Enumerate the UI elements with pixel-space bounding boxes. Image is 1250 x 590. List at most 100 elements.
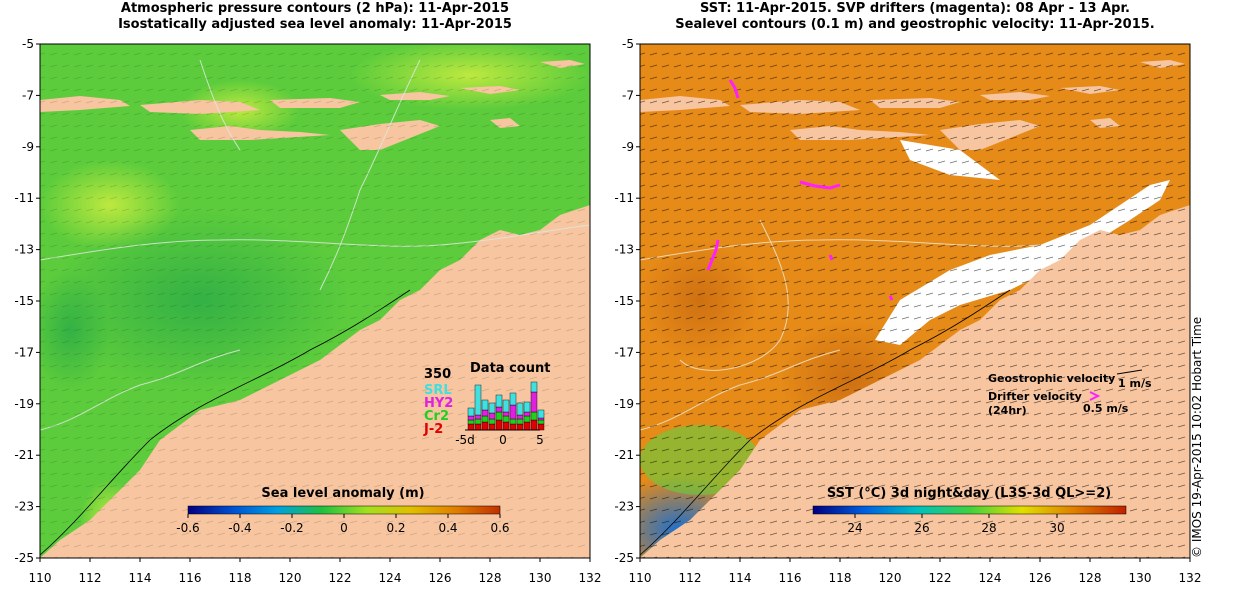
lat-tick-label: -13 <box>614 243 634 257</box>
inset-bar-segment <box>495 419 503 431</box>
right-map <box>640 44 1190 558</box>
inset-bar-segment <box>474 384 482 416</box>
inset-bar-segment <box>516 402 524 416</box>
inset-bar-segment <box>481 421 489 431</box>
svp-drifter-tracks <box>706 79 894 301</box>
drifter-scale-label: 0.5 m/s <box>1083 402 1129 415</box>
left-colorbar-tick-label: 0 <box>340 521 348 535</box>
left-colorbar-tick-label: 0.2 <box>386 521 405 535</box>
lon-tick-label: 116 <box>179 571 202 585</box>
inset-bar-segment <box>488 418 496 425</box>
lat-tick-label: -9 <box>622 140 634 154</box>
inset-bar-segment <box>537 409 545 419</box>
left-map <box>40 44 590 558</box>
inset-bar-segment <box>523 411 531 417</box>
inset-bar-segment <box>509 418 517 425</box>
drifter-track <box>706 239 720 271</box>
inset-x-tick-label: 5 <box>536 433 544 447</box>
lat-tick-label: -23 <box>614 500 634 514</box>
inset-ymax-label: 350 <box>424 367 451 382</box>
lat-tick-label: -25 <box>614 551 634 565</box>
left-wind-dots <box>40 44 590 558</box>
left-colorbar-tick-label: 0.4 <box>438 521 457 535</box>
lat-tick-label: -11 <box>14 191 34 205</box>
lat-tick-label: -7 <box>622 88 634 102</box>
inset-x-tick-label: 0 <box>499 433 507 447</box>
inset-bar-segment <box>530 419 538 431</box>
inset-bar-segment <box>523 421 531 431</box>
inset-bar-segment <box>481 415 489 423</box>
right-colorbar-tick-label: 30 <box>1049 521 1064 535</box>
left-colorbar-tick-label: 0.6 <box>490 521 509 535</box>
drifter-arrow-icon <box>1089 391 1101 401</box>
lat-tick-label: -7 <box>22 88 34 102</box>
inset-bar-segment <box>488 423 496 431</box>
lat-tick-label: -9 <box>22 140 34 154</box>
drifter-track <box>799 180 841 190</box>
inset-bar-segment <box>523 401 531 413</box>
lon-tick-label: 126 <box>1029 571 1052 585</box>
right-colorbar: SST (°C) 3d night&day (L3S-3d QL>=2) 24 2… <box>812 486 1127 535</box>
lat-tick-label: -11 <box>614 191 634 205</box>
right-map-title: SST: 11-Apr-2015. SVP drifters (magenta)… <box>640 1 1190 33</box>
lon-tick-label: 130 <box>529 571 552 585</box>
credit-text: © IMOS 19-Apr-2015 10:02 Hobart Time <box>1190 316 1204 558</box>
inset-bar-segment <box>495 394 503 408</box>
inset-bar-segment <box>516 418 524 425</box>
right-colorbar-tick-label: 28 <box>981 521 996 535</box>
left-title-line2: Isostatically adjusted sea level anomaly… <box>118 17 512 32</box>
lon-tick-label: 114 <box>729 571 752 585</box>
lat-tick-label: -15 <box>14 294 34 308</box>
inset-bar-segment <box>530 391 538 413</box>
lon-tick-label: 112 <box>679 571 702 585</box>
inset-bar-segment <box>509 404 517 420</box>
lon-tick-label: 132 <box>579 571 602 585</box>
left-colorbar: Sea level anomaly (m) -0.6 -0.4 -0.2 0 0.2 0.… <box>176 486 509 535</box>
inset-bar-segment <box>474 423 482 431</box>
lat-tick-label: -13 <box>14 243 34 257</box>
lat-tick-label: -19 <box>614 397 634 411</box>
left-colorbar-bar <box>187 505 501 515</box>
lat-tick-label: -17 <box>14 345 34 359</box>
inset-bar-segment <box>502 399 510 413</box>
inset-legend-item: J-2 <box>423 422 443 437</box>
inset-bar-segment <box>495 406 503 413</box>
inset-bar-segment <box>537 419 545 425</box>
inset-legend-item: Cr2 <box>424 409 449 424</box>
inset-bar-segment <box>481 409 489 417</box>
left-title-line1: Atmospheric pressure contours (2 hPa): 1… <box>120 1 510 16</box>
right-colorbar-tick-label: 26 <box>914 521 929 535</box>
inset-bar-segment <box>467 415 475 421</box>
geostrophic-scale-label: 1 m/s <box>1118 377 1152 390</box>
inset-bar-segment <box>509 423 517 431</box>
left-map-title: Atmospheric pressure contours (2 hPa): 1… <box>40 1 590 33</box>
inset-bar-segment <box>502 421 510 431</box>
lon-tick-label: 128 <box>479 571 502 585</box>
geostrophic-arrow-icon <box>1116 369 1143 375</box>
inset-bar-segment <box>530 411 538 421</box>
drifter-velocity-label: Drifter velocity <box>988 390 1082 403</box>
lon-tick-label: 116 <box>779 571 802 585</box>
inset-bar-segment <box>537 417 545 421</box>
drifter-track <box>888 295 894 301</box>
right-title-line2: Sealevel contours (0.1 m) and geostrophi… <box>675 17 1155 32</box>
inset-bar-segment <box>509 392 517 406</box>
lat-tick-label: -23 <box>14 500 34 514</box>
drifter-velocity-label-2: (24hr) <box>988 404 1027 417</box>
velocity-legend: Geostrophic velocity 1 m/s Drifter veloc… <box>988 369 1152 417</box>
inset-legend-item: SRL <box>424 383 452 398</box>
geostrophic-velocity-label: Geostrophic velocity <box>988 372 1115 385</box>
lon-tick-label: 122 <box>929 571 952 585</box>
inset-bar-segment <box>467 423 475 431</box>
inset-bar-segment <box>516 414 524 420</box>
left-colorbar-tick-label: -0.2 <box>280 521 303 535</box>
lon-tick-label: 118 <box>829 571 852 585</box>
lat-tick-label: -15 <box>614 294 634 308</box>
lon-tick-label: 126 <box>429 571 452 585</box>
left-colorbar-tick-label: -0.4 <box>228 521 251 535</box>
lon-tick-label: 120 <box>279 571 302 585</box>
lat-tick-label: -21 <box>614 448 634 462</box>
inset-legend-item: HY2 <box>424 396 453 411</box>
